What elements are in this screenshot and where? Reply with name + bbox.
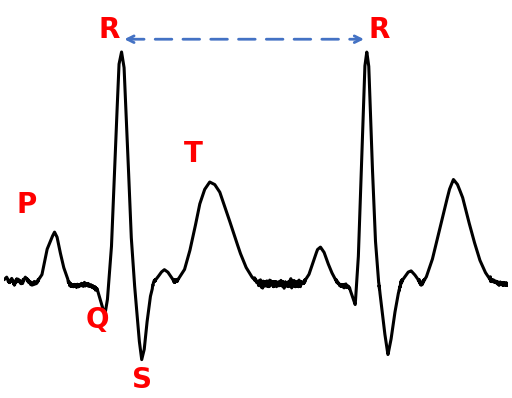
Text: Q: Q (86, 306, 109, 334)
Text: P: P (17, 191, 37, 219)
Text: T: T (184, 140, 202, 168)
Text: R: R (369, 16, 390, 44)
Text: S: S (132, 366, 152, 394)
Text: R: R (98, 16, 120, 44)
